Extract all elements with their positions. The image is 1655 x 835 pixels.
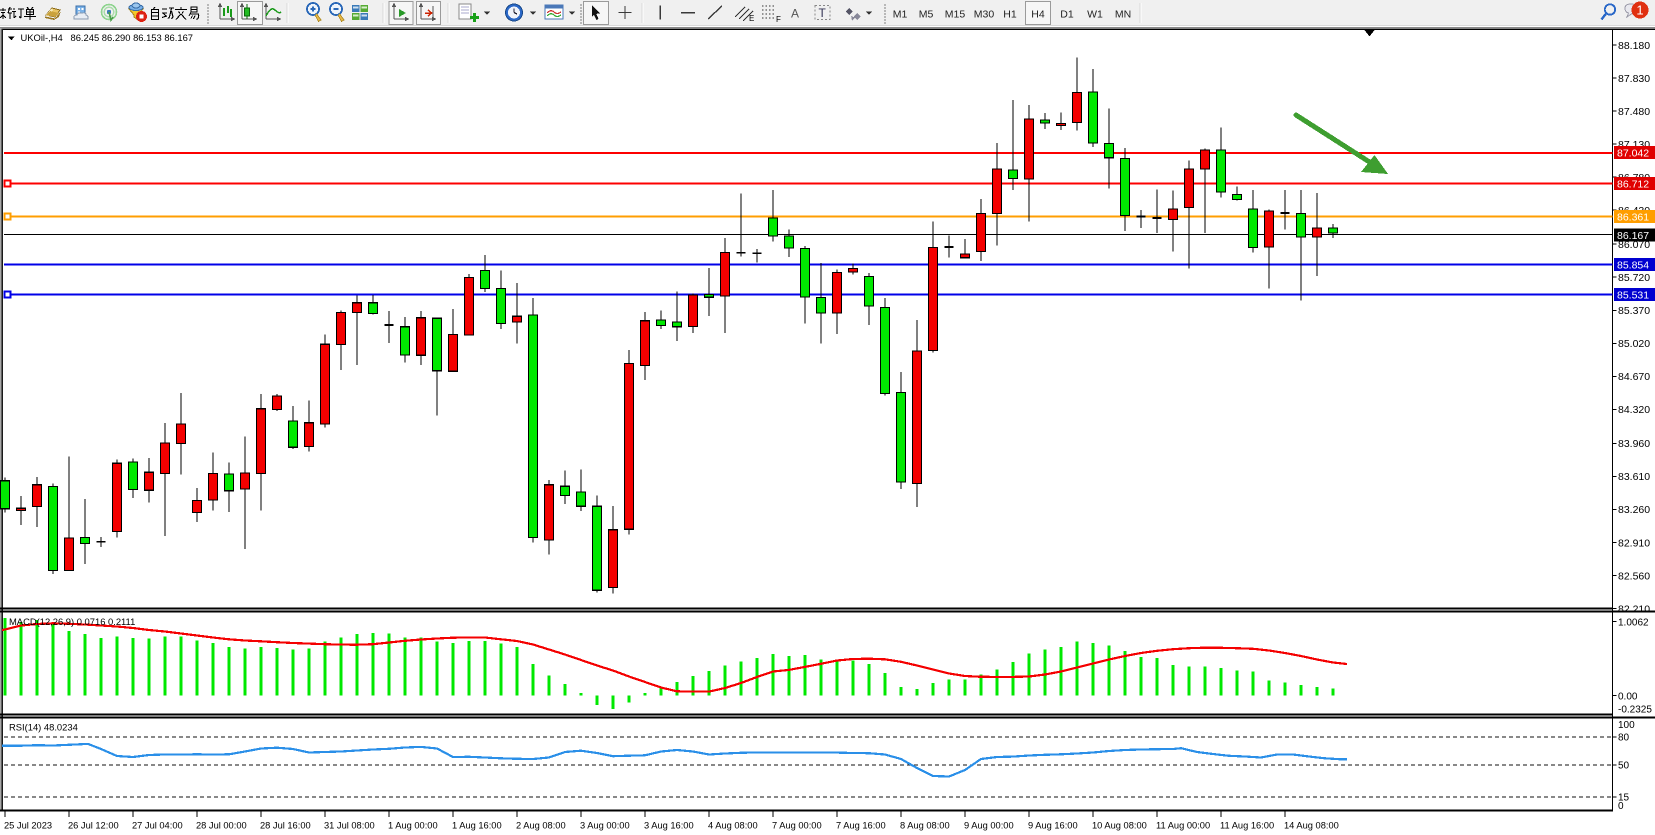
svg-text:1: 1 xyxy=(1636,3,1643,18)
svg-text:T: T xyxy=(819,6,827,20)
svg-text:86.361: 86.361 xyxy=(1617,212,1649,224)
svg-text:D1: D1 xyxy=(1060,8,1074,20)
svg-text:9 Aug 00:00: 9 Aug 00:00 xyxy=(964,821,1014,831)
svg-text:83.960: 83.960 xyxy=(1618,438,1650,450)
svg-text:87.480: 87.480 xyxy=(1618,106,1650,118)
svg-text:31 Jul 08:00: 31 Jul 08:00 xyxy=(324,821,375,831)
svg-text:7 Aug 00:00: 7 Aug 00:00 xyxy=(772,821,822,831)
svg-text:28 Jul 00:00: 28 Jul 00:00 xyxy=(196,821,247,831)
svg-text:85.720: 85.720 xyxy=(1618,272,1650,284)
svg-text:87.042: 87.042 xyxy=(1617,148,1649,160)
svg-text:3 Aug 00:00: 3 Aug 00:00 xyxy=(580,821,630,831)
svg-text:W1: W1 xyxy=(1087,8,1103,20)
svg-text:4 Aug 08:00: 4 Aug 08:00 xyxy=(708,821,758,831)
svg-text:0.00: 0.00 xyxy=(1618,691,1638,702)
svg-text:85.854: 85.854 xyxy=(1617,260,1649,272)
svg-text:50: 50 xyxy=(1618,761,1630,772)
svg-text:85.531: 85.531 xyxy=(1617,290,1649,302)
svg-text:UKOil-,H4 86.245 86.290 86.1: UKOil-,H4 86.245 86.290 86.153 86.167 xyxy=(21,32,194,43)
svg-text:28 Jul 16:00: 28 Jul 16:00 xyxy=(260,821,311,831)
svg-text:25 Jul 2023: 25 Jul 2023 xyxy=(4,821,52,831)
svg-text:87.830: 87.830 xyxy=(1618,73,1650,85)
svg-text:0: 0 xyxy=(1618,801,1624,812)
svg-text:E: E xyxy=(749,14,754,23)
svg-text:M30: M30 xyxy=(974,8,995,20)
svg-text:9 Aug 16:00: 9 Aug 16:00 xyxy=(1028,821,1078,831)
svg-text:84.670: 84.670 xyxy=(1618,371,1650,383)
svg-text:26 Jul 12:00: 26 Jul 12:00 xyxy=(68,821,119,831)
svg-text:14 Aug 08:00: 14 Aug 08:00 xyxy=(1284,821,1339,831)
svg-text:86.070: 86.070 xyxy=(1618,239,1650,251)
svg-text:85.370: 85.370 xyxy=(1618,305,1650,317)
svg-text:MN: MN xyxy=(1115,8,1131,20)
svg-text:1.0062: 1.0062 xyxy=(1618,618,1649,629)
svg-text:82.910: 82.910 xyxy=(1618,537,1650,549)
svg-text:10 Aug 08:00: 10 Aug 08:00 xyxy=(1092,821,1147,831)
svg-text:27 Jul 04:00: 27 Jul 04:00 xyxy=(132,821,183,831)
svg-text:M1: M1 xyxy=(893,8,908,20)
svg-text:8 Aug 08:00: 8 Aug 08:00 xyxy=(900,821,950,831)
svg-text:88.180: 88.180 xyxy=(1618,40,1650,52)
svg-text:F: F xyxy=(776,15,781,24)
svg-text:83.610: 83.610 xyxy=(1618,471,1650,483)
svg-text:86.712: 86.712 xyxy=(1617,179,1649,191)
svg-text:-0.2325: -0.2325 xyxy=(1618,704,1652,715)
svg-text:1 Aug 16:00: 1 Aug 16:00 xyxy=(452,821,502,831)
svg-text:H4: H4 xyxy=(1031,8,1045,20)
svg-text:2 Aug 08:00: 2 Aug 08:00 xyxy=(516,821,566,831)
svg-text:82.210: 82.210 xyxy=(1618,603,1650,615)
svg-text:84.320: 84.320 xyxy=(1618,404,1650,416)
svg-text:H1: H1 xyxy=(1003,8,1017,20)
svg-text:11 Aug 16:00: 11 Aug 16:00 xyxy=(1220,821,1274,831)
svg-text:M5: M5 xyxy=(919,8,934,20)
svg-text:86.167: 86.167 xyxy=(1617,230,1649,242)
svg-text:83.260: 83.260 xyxy=(1618,504,1650,516)
svg-text:100: 100 xyxy=(1618,720,1635,731)
svg-text:85.020: 85.020 xyxy=(1618,338,1650,350)
svg-text:7 Aug 16:00: 7 Aug 16:00 xyxy=(836,821,886,831)
svg-text:1 Aug 00:00: 1 Aug 00:00 xyxy=(388,821,438,831)
svg-text:3 Aug 16:00: 3 Aug 16:00 xyxy=(644,821,694,831)
svg-text:80: 80 xyxy=(1618,733,1630,744)
svg-text:M15: M15 xyxy=(945,8,966,20)
svg-text:11 Aug 00:00: 11 Aug 00:00 xyxy=(1156,821,1210,831)
svg-text:15: 15 xyxy=(1618,793,1630,804)
svg-text:A: A xyxy=(791,7,799,21)
svg-text:RSI(14) 48.0234: RSI(14) 48.0234 xyxy=(9,722,78,733)
svg-text:82.560: 82.560 xyxy=(1618,570,1650,582)
svg-text:MACD(12,26,9) 0.0716 0.2111: MACD(12,26,9) 0.0716 0.2111 xyxy=(9,616,135,627)
